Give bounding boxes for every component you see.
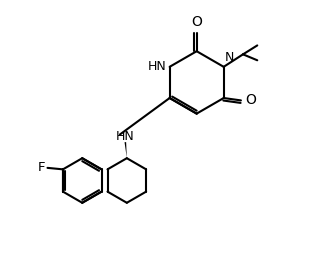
Text: N: N (225, 51, 234, 64)
Text: F: F (38, 161, 46, 174)
Text: HN: HN (148, 60, 167, 73)
Text: O: O (191, 15, 202, 29)
Polygon shape (125, 142, 127, 158)
Text: O: O (245, 93, 256, 107)
Text: HN: HN (116, 130, 135, 143)
